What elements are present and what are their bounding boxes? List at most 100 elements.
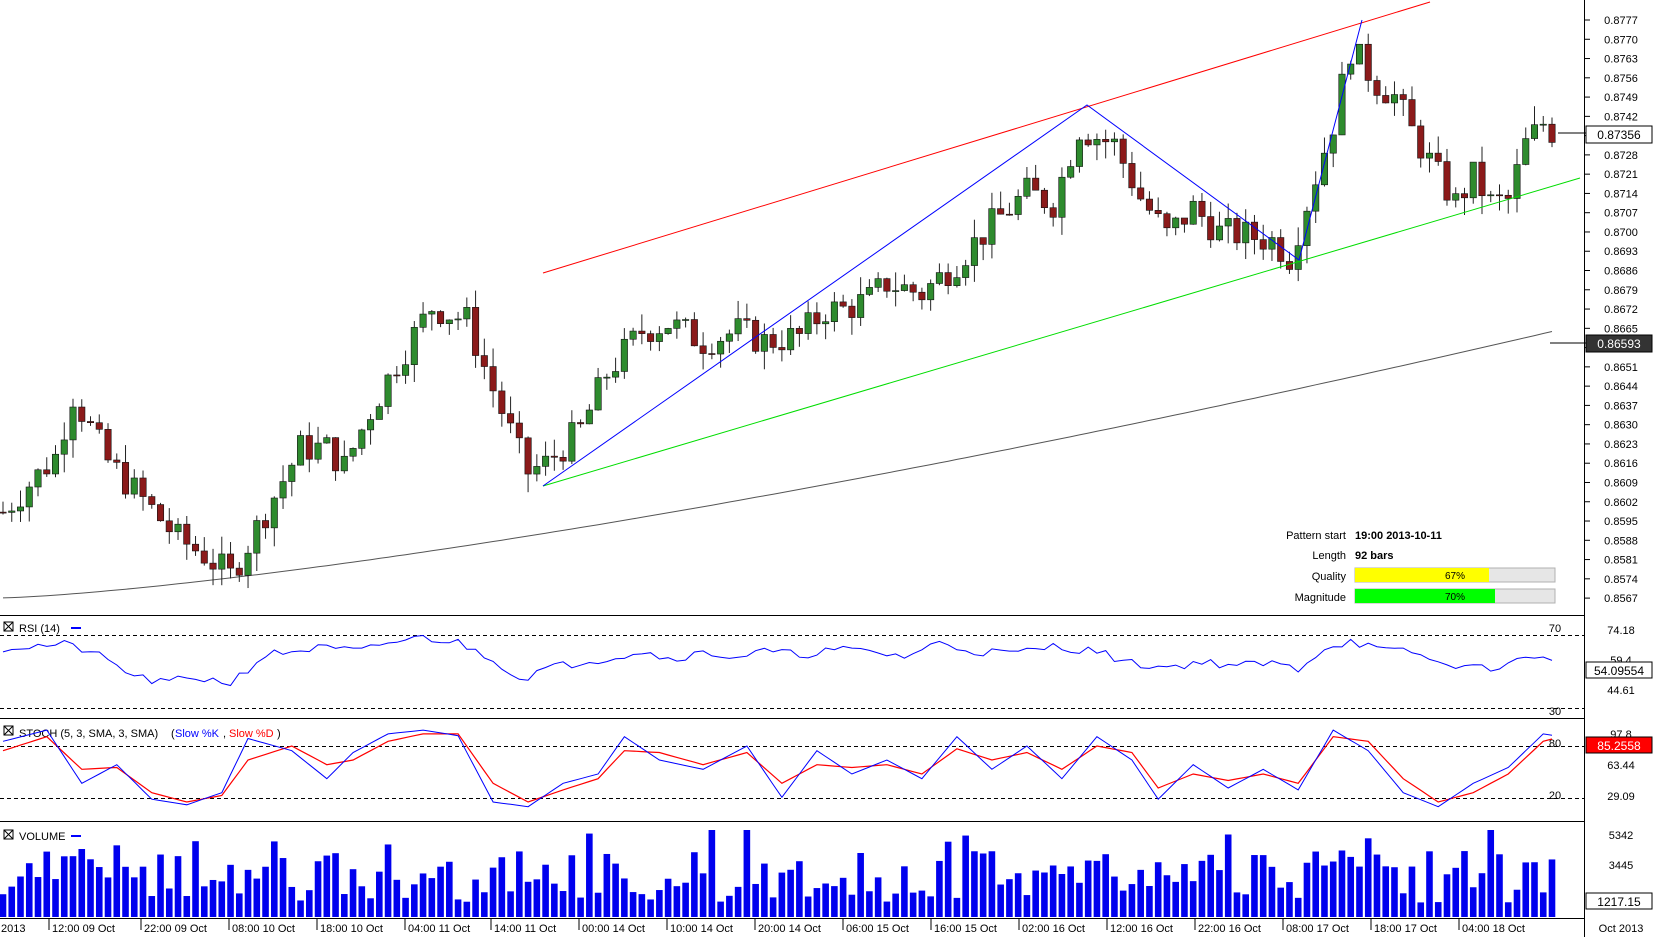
candle-body <box>585 409 593 425</box>
volume-bar <box>1286 882 1293 917</box>
candle-body <box>1215 225 1223 241</box>
volume-bar <box>1452 867 1460 917</box>
candle-body <box>1460 193 1468 199</box>
candle-body <box>1145 198 1153 211</box>
candle-body <box>655 333 663 342</box>
candle-body <box>1548 123 1556 143</box>
volume-bar <box>1294 897 1302 917</box>
candle-body <box>69 406 77 441</box>
candle-body <box>104 429 112 461</box>
candle <box>104 423 112 463</box>
volume-bar <box>1128 884 1136 917</box>
candle <box>1014 189 1022 221</box>
candle <box>200 537 208 566</box>
candle-body <box>839 301 847 307</box>
candle <box>165 508 173 544</box>
candle-body <box>1242 221 1250 244</box>
rsi-tick-44: 44.61 <box>1607 685 1635 697</box>
pattern-info-box: Pattern start 19:00 2013-10-11 Length 92… <box>1286 530 1556 604</box>
volume-bar <box>822 883 829 917</box>
candle <box>559 450 567 470</box>
candle-body <box>244 552 252 576</box>
candle <box>288 462 296 497</box>
candle-body <box>962 265 970 278</box>
rsi-tick-74: 74.18 <box>1607 625 1635 637</box>
candle-body <box>1032 177 1040 191</box>
volume-bar <box>288 886 296 917</box>
volume-bar <box>1408 866 1416 917</box>
candle <box>498 381 506 427</box>
volume-bar <box>621 878 628 917</box>
candle <box>1110 132 1118 156</box>
stoch-panel-toggle-icon[interactable] <box>3 725 14 736</box>
volume-panel-toggle-icon[interactable] <box>3 829 14 840</box>
candle <box>60 422 68 473</box>
candle-body <box>157 504 165 522</box>
candle-body <box>1005 213 1013 216</box>
volume-bar <box>673 886 681 917</box>
volume-tick-3445: 3445 <box>1609 860 1633 872</box>
candle-body <box>830 301 838 322</box>
volume-bar <box>769 897 777 917</box>
volume-bar <box>638 894 646 917</box>
candle-body <box>1434 152 1442 162</box>
volume-bar <box>1137 869 1144 917</box>
candle <box>1259 224 1267 260</box>
candle-body <box>375 406 383 420</box>
volume-bar <box>157 854 164 917</box>
volume-bar <box>708 830 716 917</box>
candle-body <box>1075 139 1083 167</box>
time-tick-label: 00:00 14 Oct <box>582 923 645 935</box>
candle <box>489 348 497 408</box>
candle <box>988 192 996 259</box>
candle <box>874 272 882 293</box>
candle <box>139 470 147 511</box>
volume-bar <box>1154 862 1162 917</box>
rsi-level-30-label: 30 <box>1549 706 1561 718</box>
candle <box>778 330 786 362</box>
candle-body <box>498 390 506 414</box>
volume-bar <box>848 894 856 917</box>
candle-body <box>183 523 191 545</box>
candle <box>367 413 375 445</box>
volume-bar <box>183 896 191 917</box>
candle-body <box>8 510 16 513</box>
candle-body <box>1355 43 1363 65</box>
time-tick-label: 2013 <box>1 923 25 935</box>
candle-body <box>857 294 865 318</box>
candle-body <box>1233 218 1241 244</box>
candle-body <box>419 313 427 328</box>
rsi-panel-toggle-icon[interactable] <box>3 621 14 632</box>
candle-body <box>209 562 217 570</box>
candle <box>1364 33 1372 92</box>
time-tick-label: 08:00 17 Oct <box>1286 923 1349 935</box>
volume-bar <box>726 895 733 917</box>
candle <box>1250 214 1258 255</box>
candle-body <box>1364 43 1372 81</box>
candle-body <box>1478 161 1486 197</box>
candle <box>594 367 602 411</box>
candle <box>1460 187 1468 216</box>
candle-body <box>445 319 453 324</box>
candle <box>1443 148 1451 206</box>
candle-body <box>1180 217 1188 225</box>
volume-bar <box>1189 881 1197 917</box>
volume-bar <box>489 867 497 917</box>
candle-body <box>1023 177 1031 197</box>
price-tick-label: 0.8749 <box>1604 92 1638 104</box>
volume-bar <box>498 857 506 917</box>
candle <box>1338 61 1346 136</box>
candle <box>1119 134 1127 178</box>
rsi-current-flag <box>1585 661 1653 679</box>
candle <box>900 274 908 292</box>
rsi-title: RSI (14) <box>19 623 60 635</box>
volume-bar <box>1522 862 1530 917</box>
candle-body <box>1390 94 1398 104</box>
candle <box>1032 164 1040 191</box>
volume-bar <box>507 891 514 917</box>
volume-bar <box>1548 859 1556 917</box>
stoch-legend-close: ) <box>277 728 281 740</box>
candle-body <box>454 318 462 321</box>
candle-body <box>559 456 567 462</box>
candle-body <box>647 333 655 342</box>
